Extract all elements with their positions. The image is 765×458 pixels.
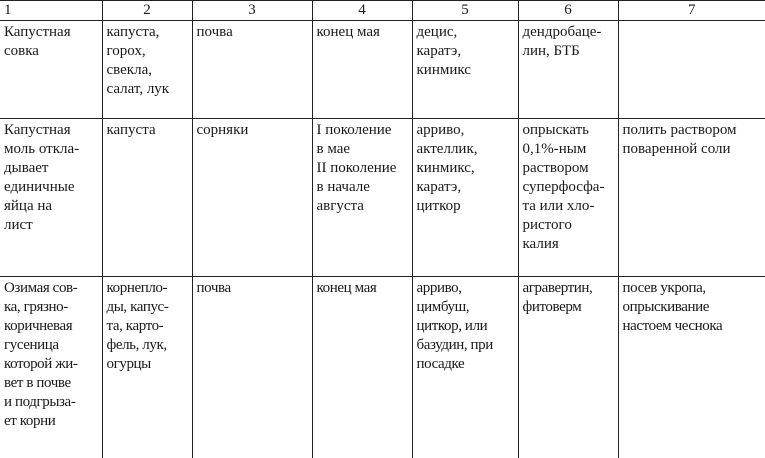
cell-text-line: в начале: [317, 178, 408, 197]
cell-text-line: арриво,: [417, 279, 514, 298]
cell-text-line: кинмикс,: [417, 159, 514, 178]
cell-text-line: и подгрыза-: [4, 393, 98, 412]
cell-text-line: I поколение: [317, 121, 408, 140]
column-number-4: 4: [312, 1, 412, 21]
cell-text-line: ка, грязно-: [4, 298, 98, 317]
table-cell: капуста,горох,свекла,салат, лук: [102, 21, 192, 119]
cell-text-line: калия: [523, 235, 614, 254]
cell-text-line: настоем чеснока: [623, 317, 762, 336]
cell-text-line: ет корни: [4, 412, 98, 431]
cell-text-line: коричневая: [4, 317, 98, 336]
cell-text-line: единичные: [4, 178, 98, 197]
cell-text-line: Капустная: [4, 23, 98, 42]
table-cell: конец мая: [312, 21, 412, 119]
cell-text-line: опрыскивание: [623, 298, 762, 317]
column-number-1: 1: [0, 1, 102, 21]
cell-text-line: капуста: [107, 121, 188, 140]
column-number-6: 6: [518, 1, 618, 21]
table-cell: арриво,актеллик,кинмикс,каратэ,циткор: [412, 119, 518, 277]
cell-text-line: ды, капус-: [107, 298, 188, 317]
cell-text-line: в мае: [317, 140, 408, 159]
cell-text-line: арриво,: [417, 121, 514, 140]
cell-text-line: салат, лук: [107, 80, 188, 99]
table-cell: почва: [192, 21, 312, 119]
cell-text-line: каратэ,: [417, 42, 514, 61]
cell-text-line: цимбуш,: [417, 298, 514, 317]
cell-text-line: огурцы: [107, 355, 188, 374]
cell-text-line: лин, БТБ: [523, 42, 614, 61]
cell-text-line: та или хло-: [523, 197, 614, 216]
table-cell: капуста: [102, 119, 192, 277]
cell-text-line: базудин, при: [417, 336, 514, 355]
cell-text-line: лист: [4, 216, 98, 235]
cell-text-line: гусеница: [4, 336, 98, 355]
table-cell: конец мая: [312, 277, 412, 458]
column-number-7: 7: [618, 1, 765, 21]
cell-text-line: фель, лук,: [107, 336, 188, 355]
cell-text-line: кинмикс: [417, 61, 514, 80]
cell-text-line: яйца на: [4, 197, 98, 216]
cell-text-line: вет в почве: [4, 374, 98, 393]
cell-text-line: конец мая: [317, 279, 408, 298]
column-number-5: 5: [412, 1, 518, 21]
cell-text-line: Капустная: [4, 121, 98, 140]
cell-text-line: агравертин,: [523, 279, 614, 298]
cell-text-line: та, карто-: [107, 317, 188, 336]
cell-text-line: опрыскать: [523, 121, 614, 140]
table-cell: сорняки: [192, 119, 312, 277]
cell-text-line: конец мая: [317, 23, 408, 42]
cell-text-line: почва: [197, 279, 308, 298]
cell-text-line: горох,: [107, 42, 188, 61]
column-number-2: 2: [102, 1, 192, 21]
cell-text-line: совка: [4, 42, 98, 61]
column-number-3: 3: [192, 1, 312, 21]
cell-text-line: каратэ,: [417, 178, 514, 197]
cell-text-line: капуста,: [107, 23, 188, 42]
cell-text-line: моль откла-: [4, 140, 98, 159]
cell-text-line: почва: [197, 23, 308, 42]
cell-text-line: раствором: [523, 159, 614, 178]
cell-text-line: актеллик,: [417, 140, 514, 159]
table-cell: дендробаце-лин, БТБ: [518, 21, 618, 119]
cell-text-line: 0,1%-ным: [523, 140, 614, 159]
cell-text-line: полить раствором: [623, 121, 762, 140]
cell-text-line: посев укропа,: [623, 279, 762, 298]
cell-text-line: свекла,: [107, 61, 188, 80]
table-cell: агравертин,фитоверм: [518, 277, 618, 458]
cell-text-line: Озимая сов-: [4, 279, 98, 298]
cell-text-line: корнепло-: [107, 279, 188, 298]
cell-text-line: дывает: [4, 159, 98, 178]
cell-text-line: фитоверм: [523, 298, 614, 317]
cell-text-line: которой жи-: [4, 355, 98, 374]
table-cell: почва: [192, 277, 312, 458]
table-cell: [618, 21, 765, 119]
cell-text-line: сорняки: [197, 121, 308, 140]
table-cell: децис,каратэ,кинмикс: [412, 21, 518, 119]
cell-text-line: циткор, или: [417, 317, 514, 336]
cell-text-line: поваренной соли: [623, 140, 762, 159]
cell-text-line: суперфосфа-: [523, 178, 614, 197]
cell-text-line: августа: [317, 197, 408, 216]
cell-text-line: децис,: [417, 23, 514, 42]
table-cell: корнепло-ды, капус-та, карто-фель, лук,о…: [102, 277, 192, 458]
cell-text-line: посадке: [417, 355, 514, 374]
cell-text-line: ристого: [523, 216, 614, 235]
cell-text-line: II поколение: [317, 159, 408, 178]
cell-text-line: циткор: [417, 197, 514, 216]
cell-text-line: дендробаце-: [523, 23, 614, 42]
